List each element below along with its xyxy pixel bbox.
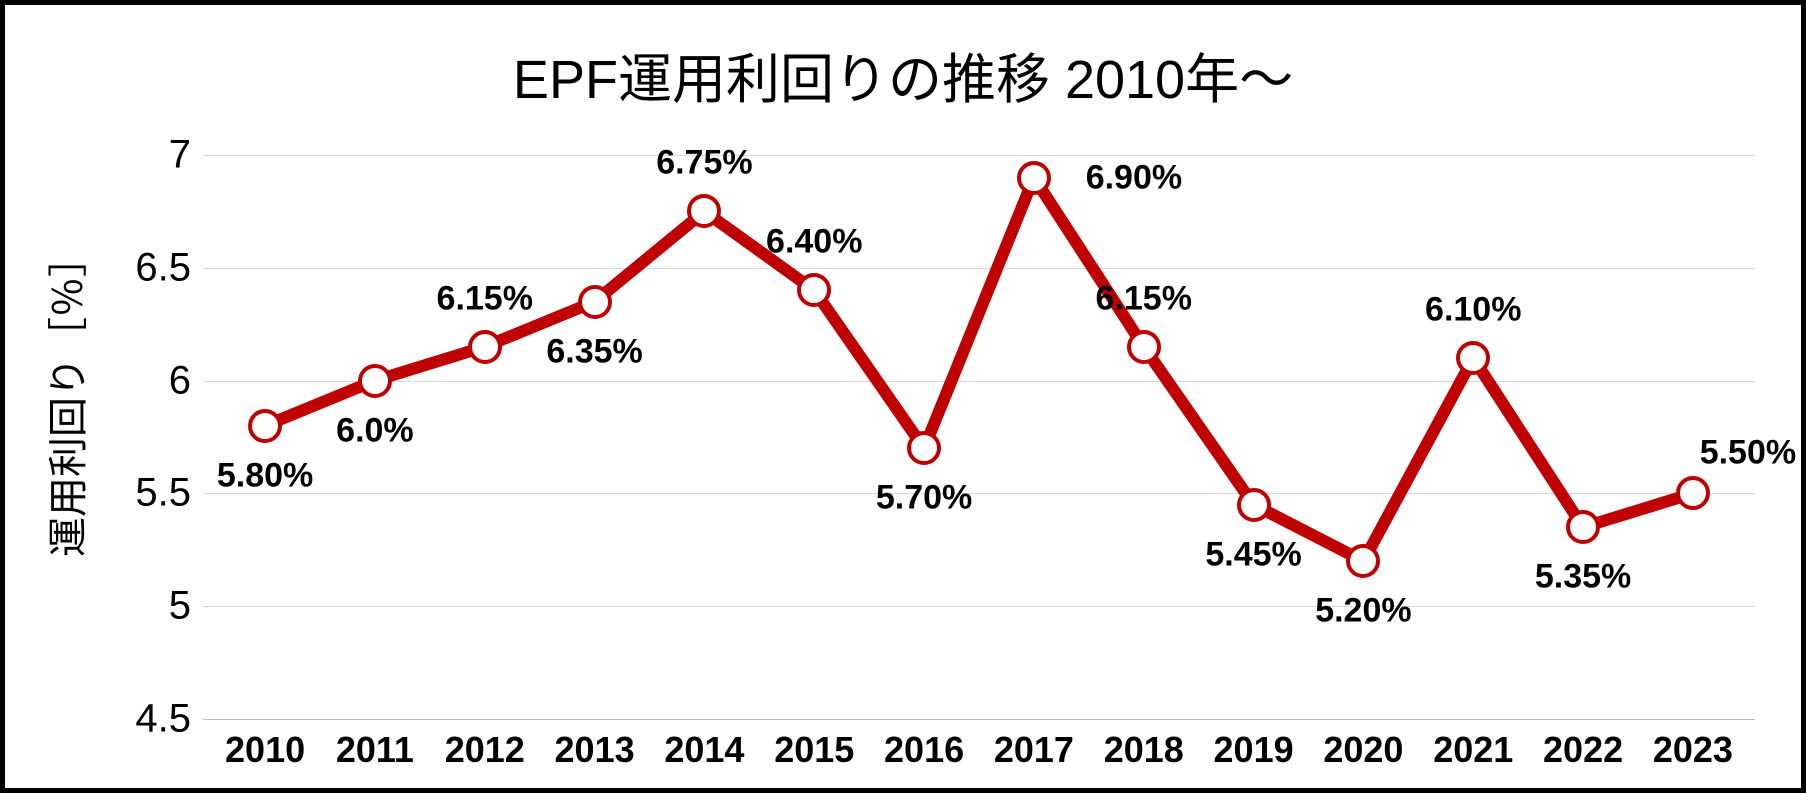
y-tick-label: 5 (169, 584, 203, 629)
data-label: 6.40% (766, 223, 862, 262)
y-tick-label: 6 (169, 358, 203, 403)
x-tick-label: 2019 (1214, 719, 1294, 771)
data-label: 6.75% (656, 144, 752, 183)
data-marker (687, 194, 721, 228)
data-label: 6.0% (336, 411, 414, 450)
data-marker (468, 330, 502, 364)
y-axis-label: 運用利回り［％］ (36, 237, 94, 557)
data-label: 6.15% (437, 279, 533, 318)
data-label: 5.80% (217, 456, 313, 495)
chart-title: EPF運用利回りの推移 2010年～ (5, 35, 1801, 114)
data-marker (1346, 544, 1380, 578)
data-marker (1127, 330, 1161, 364)
data-marker (907, 431, 941, 465)
y-tick-label: 6.5 (135, 245, 203, 290)
x-tick-label: 2010 (225, 719, 305, 771)
x-tick-label: 2014 (664, 719, 744, 771)
x-tick-label: 2020 (1323, 719, 1403, 771)
x-tick-label: 2023 (1653, 719, 1733, 771)
y-tick-label: 5.5 (135, 471, 203, 516)
x-tick-label: 2015 (774, 719, 854, 771)
data-label: 5.20% (1315, 592, 1411, 631)
data-marker (1237, 488, 1271, 522)
data-label: 6.10% (1425, 291, 1521, 330)
line-series-svg (203, 155, 1755, 719)
x-tick-label: 2013 (555, 719, 635, 771)
y-tick-label: 4.5 (135, 697, 203, 742)
data-label: 5.50% (1700, 434, 1796, 473)
plot-area: 4.555.566.572010201120122013201420152016… (203, 155, 1755, 719)
x-tick-label: 2012 (445, 719, 525, 771)
data-marker (797, 273, 831, 307)
data-label: 6.90% (1086, 158, 1182, 197)
x-tick-label: 2022 (1543, 719, 1623, 771)
data-marker (1456, 341, 1490, 375)
data-label: 6.15% (1096, 279, 1192, 318)
x-tick-label: 2018 (1104, 719, 1184, 771)
data-marker (578, 285, 612, 319)
y-tick-label: 7 (169, 133, 203, 178)
x-tick-label: 2016 (884, 719, 964, 771)
data-label: 5.45% (1205, 535, 1301, 574)
data-label: 5.35% (1535, 558, 1631, 597)
x-tick-label: 2021 (1433, 719, 1513, 771)
gridline-h (203, 719, 1755, 720)
data-marker (1676, 476, 1710, 510)
x-tick-label: 2011 (336, 719, 414, 771)
data-marker (1566, 510, 1600, 544)
data-label: 6.35% (546, 332, 642, 371)
data-marker (358, 364, 392, 398)
data-marker (1017, 161, 1051, 195)
data-marker (248, 409, 282, 443)
data-label: 5.70% (876, 479, 972, 518)
x-tick-label: 2017 (994, 719, 1074, 771)
chart-frame: EPF運用利回りの推移 2010年～ 運用利回り［％］ 4.555.566.57… (0, 0, 1806, 793)
